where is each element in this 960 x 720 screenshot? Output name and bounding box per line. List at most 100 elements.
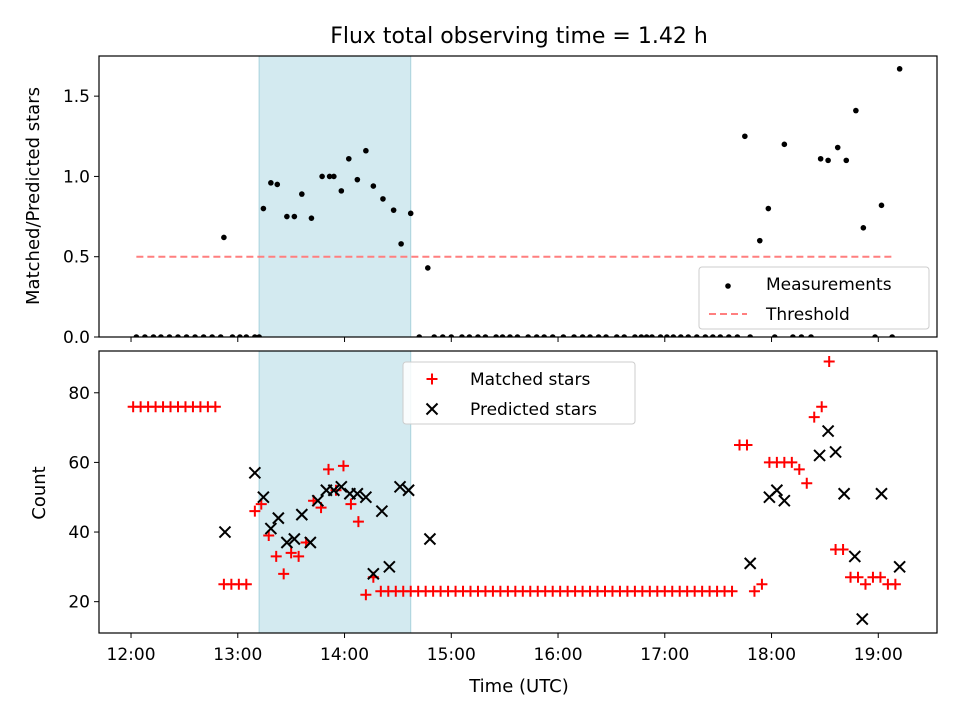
measurement-point [613, 334, 620, 337]
bottom-panel-xlabel: Time (UTC) [468, 676, 569, 697]
measurement-point [448, 334, 455, 337]
measurement-point [710, 334, 716, 337]
measurement-point [872, 334, 878, 337]
bottom-panel: 20 40 60 80 12:00 13:00 14:00 15:00 16:00 17:00 18… [68, 350, 938, 665]
measurement-point [229, 334, 236, 337]
x-tick-label: 18:00 [747, 645, 796, 665]
measurement-point [670, 334, 677, 337]
legend-marker-matched [426, 373, 438, 385]
matched-star-point [837, 543, 849, 555]
data-layer [133, 66, 903, 337]
measurement-point [338, 188, 345, 194]
x-tick-label: 13:00 [213, 645, 262, 665]
axes-frame [98, 350, 938, 634]
measurement-point [853, 107, 859, 114]
measurement-point [256, 334, 262, 337]
measurement-point [756, 237, 763, 244]
measurement-point [525, 334, 531, 337]
predicted-star-point [829, 445, 842, 459]
measurement-point [781, 141, 788, 148]
measurement-point [260, 205, 267, 212]
legend: Matched stars Predicted stars [402, 361, 636, 425]
measurement-point [677, 334, 684, 337]
legend: Measurements Threshold [698, 266, 930, 330]
y-tick-label: 1.0 [63, 167, 90, 187]
predicted-star-point [218, 525, 232, 539]
measurement-point [243, 334, 250, 337]
legend-marker-measurements [725, 283, 731, 289]
measurement-point [638, 334, 645, 337]
measurement-point [319, 173, 325, 180]
predicted-star-point [837, 487, 851, 500]
matched-star-point [209, 401, 221, 413]
measurement-point [860, 225, 867, 231]
predicted-star-point [248, 466, 262, 480]
predicted-star-point [821, 424, 835, 438]
matched-star-point [323, 463, 335, 475]
matched-star-point [808, 411, 820, 423]
observing-span [258, 55, 412, 338]
measurement-point [217, 334, 224, 337]
measurement-point [416, 334, 423, 337]
matched-star-point [756, 578, 768, 590]
measurement-point [252, 334, 258, 337]
measurement-point [237, 334, 243, 337]
y-tick-label: 0.5 [63, 248, 90, 268]
measurement-point [694, 334, 700, 337]
predicted-star-point [288, 532, 301, 546]
measurement-point [209, 334, 215, 337]
measurement-point [398, 241, 404, 247]
measurement-point [466, 334, 473, 337]
matched-star-point [285, 547, 297, 559]
matched-star-point [249, 505, 261, 517]
measurement-point [299, 191, 305, 197]
measurement-point [632, 334, 638, 337]
matched-star-point [270, 550, 282, 562]
predicted-star-point [402, 484, 415, 497]
matched-star-point [293, 550, 305, 562]
predicted-star-point [778, 494, 791, 507]
y-tick-label: 20 [68, 593, 90, 613]
measurement-point [765, 205, 772, 212]
measurement-point [595, 334, 602, 337]
legend-marker-predicted [425, 402, 439, 416]
measurement-point [742, 133, 748, 140]
x-tick-label: 14:00 [320, 645, 369, 665]
measurement-point [549, 334, 556, 337]
measurement-point [284, 213, 290, 220]
predicted-star-point [383, 560, 396, 574]
measurement-point [499, 334, 506, 337]
x-tick-label: 15:00 [427, 645, 476, 665]
measurement-point [150, 334, 157, 337]
measurement-point [808, 334, 814, 337]
measurement-point [726, 334, 732, 337]
measurement-point [747, 334, 753, 337]
y-tick-label: 40 [68, 523, 90, 543]
measurement-point [345, 155, 352, 162]
measurement-point [493, 334, 499, 337]
x-tick-label: 12:00 [107, 645, 156, 665]
measurement-point [771, 334, 778, 337]
measurement-point [274, 181, 281, 188]
measurement-point [579, 334, 586, 337]
matched-star-point [278, 568, 290, 580]
matched-star-point [741, 439, 753, 451]
measurement-point [158, 334, 164, 337]
legend-box [402, 361, 636, 425]
bottom-panel-ylabel: Count [29, 466, 50, 519]
y-tick-label: 60 [68, 453, 90, 473]
measurement-point [896, 66, 903, 72]
predicted-star-point [770, 484, 784, 497]
measurement-point [571, 334, 577, 337]
predicted-star-point [295, 508, 309, 521]
matched-star-point [352, 516, 364, 528]
measurement-point [657, 334, 664, 337]
y-tick-label: 0.0 [63, 328, 90, 348]
legend-label: Matched stars [470, 370, 590, 390]
measurement-point [221, 234, 227, 241]
measurement-point [603, 334, 609, 337]
measurement-point [649, 334, 655, 337]
predicted-star-point [893, 560, 906, 574]
predicted-star-point [856, 612, 869, 626]
